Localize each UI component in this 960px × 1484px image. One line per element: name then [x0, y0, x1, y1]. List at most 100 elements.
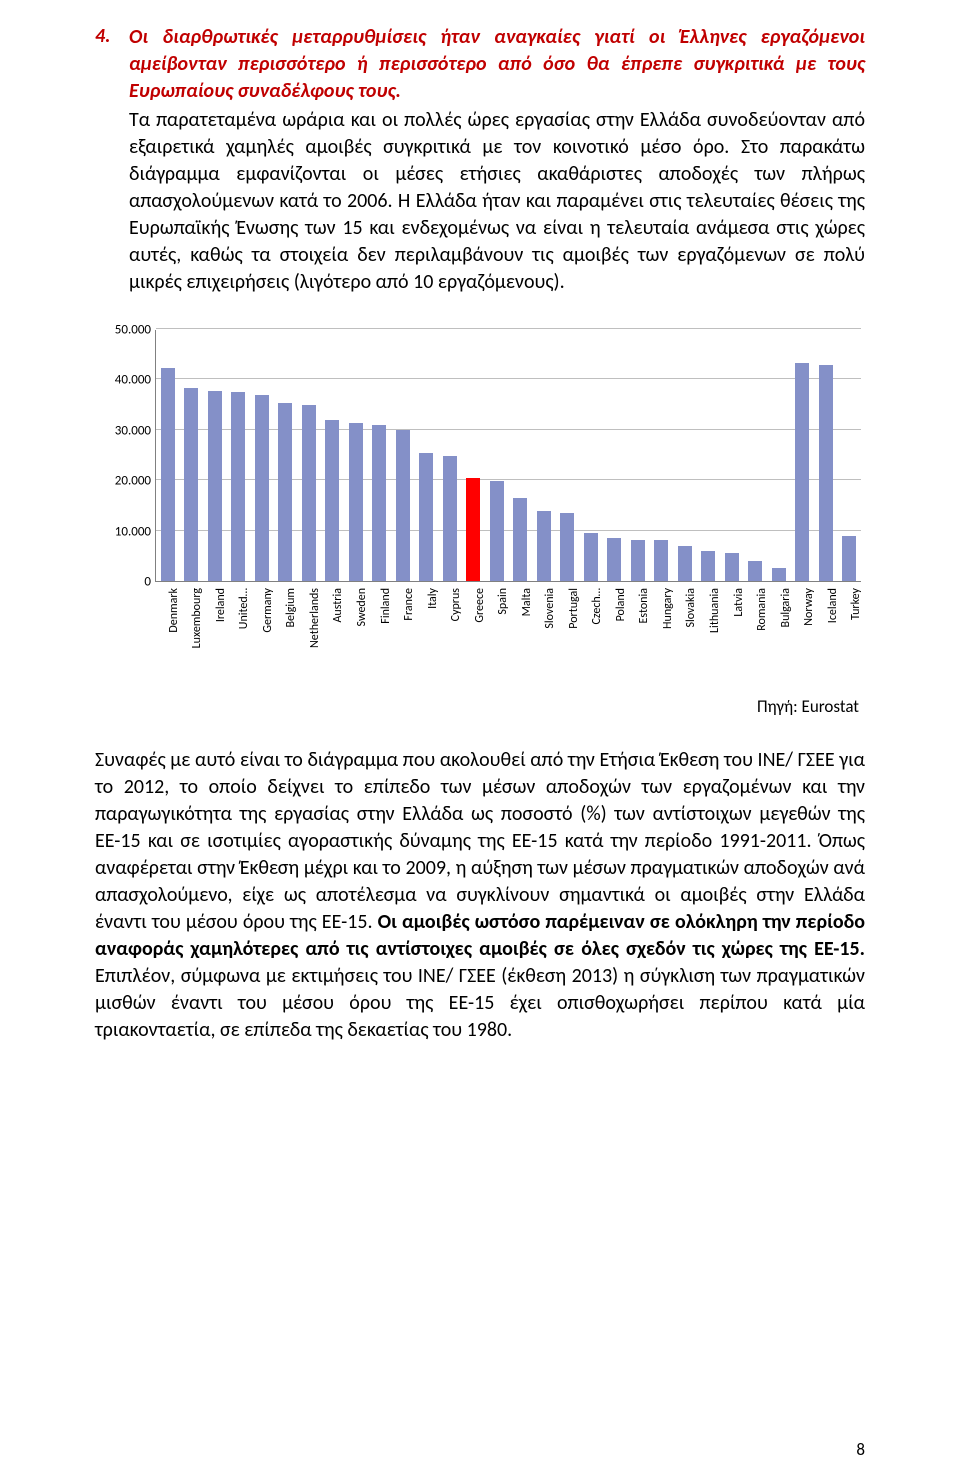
x-label-slot: Romania: [743, 584, 767, 646]
bar: [678, 546, 692, 581]
paragraph-1: Τα παρατεταμένα ωράρια και οι πολλές ώρε…: [129, 107, 865, 296]
x-label-slot: Germany: [249, 584, 273, 646]
list-body: Οι διαρθρωτικές μεταρρυθμίσεις ήταν αναγ…: [129, 24, 865, 296]
bar: [490, 481, 504, 581]
x-label-slot: United…: [226, 584, 250, 646]
x-label-slot: Finland: [367, 584, 391, 646]
bar-slot: [579, 330, 603, 581]
bar: [372, 425, 386, 581]
bar-slot: [509, 330, 533, 581]
x-label-slot: Portugal: [555, 584, 579, 646]
x-label-slot: Cyprus: [437, 584, 461, 646]
bar-slot: [297, 330, 321, 581]
gridline: [156, 328, 861, 329]
bar-slot: [603, 330, 627, 581]
bar: [231, 392, 245, 581]
bar-slot: [744, 330, 768, 581]
bar: [513, 498, 527, 581]
x-label-slot: Spain: [484, 584, 508, 646]
bar-slot: [203, 330, 227, 581]
bar: [325, 420, 339, 581]
y-tick-label: 30.000: [95, 423, 151, 438]
bar: [560, 513, 574, 581]
x-label-slot: Denmark: [155, 584, 179, 646]
x-label-slot: Malta: [508, 584, 532, 646]
heading: Οι διαρθρωτικές μεταρρυθμίσεις ήταν αναγ…: [129, 24, 865, 105]
bar-slot: [838, 330, 862, 581]
page: 4. Οι διαρθρωτικές μεταρρυθμίσεις ήταν α…: [0, 0, 960, 1484]
bar: [208, 391, 222, 581]
bar-slot: [344, 330, 368, 581]
bar-slot: [791, 330, 815, 581]
bar-slot: [720, 330, 744, 581]
bar: [537, 511, 551, 581]
list-item-4: 4. Οι διαρθρωτικές μεταρρυθμίσεις ήταν α…: [95, 24, 865, 296]
bar: [419, 453, 433, 581]
page-number: 8: [856, 1439, 865, 1460]
x-label-slot: Belgium: [273, 584, 297, 646]
bar: [278, 403, 292, 581]
bar-slot: [650, 330, 674, 581]
x-label-slot: Hungary: [649, 584, 673, 646]
bar: [795, 363, 809, 581]
bar-slot: [767, 330, 791, 581]
bar-slot: [697, 330, 721, 581]
x-label-slot: Turkey: [837, 584, 861, 646]
x-label-slot: Luxembourg: [179, 584, 203, 646]
bar: [184, 388, 198, 581]
bar-slot: [626, 330, 650, 581]
x-label-slot: Bulgaria: [767, 584, 791, 646]
bar-slot: [462, 330, 486, 581]
bar: [396, 430, 410, 581]
bar-slot: [673, 330, 697, 581]
x-label-slot: Greece: [461, 584, 485, 646]
bar-slot: [438, 330, 462, 581]
bar: [842, 536, 856, 581]
bar-slot: [180, 330, 204, 581]
y-tick-label: 40.000: [95, 373, 151, 388]
y-tick-label: 10.000: [95, 524, 151, 539]
x-label-slot: Sweden: [343, 584, 367, 646]
bar: [161, 368, 175, 581]
bar-slot: [227, 330, 251, 581]
x-label-slot: Iceland: [814, 584, 838, 646]
bar: [701, 551, 715, 581]
y-tick-label: 20.000: [95, 474, 151, 489]
bar-slot: [274, 330, 298, 581]
bar: [255, 395, 269, 581]
x-label: Turkey: [849, 588, 863, 620]
paragraph-2: Συναφές με αυτό είναι το διάγραμμα που α…: [95, 747, 865, 1044]
x-label-slot: Slovenia: [532, 584, 556, 646]
y-tick-label: 0: [95, 575, 151, 590]
y-tick-label: 50.000: [95, 323, 151, 338]
x-label-slot: Latvia: [720, 584, 744, 646]
bar: [584, 533, 598, 581]
bar-slot: [556, 330, 580, 581]
bar: [631, 540, 645, 581]
bar-slot: [532, 330, 556, 581]
bar-slot: [250, 330, 274, 581]
bar-chart: 0 10.000 20.000 30.000 40.000 50.000 DenmarkLu…: [95, 326, 865, 646]
x-label-slot: Lithuania: [696, 584, 720, 646]
x-label-slot: Italy: [414, 584, 438, 646]
bar: [772, 568, 786, 581]
para2-part-a: Συναφές με αυτό είναι το διάγραμμα που α…: [95, 748, 865, 934]
bar-slot: [368, 330, 392, 581]
bar: [748, 561, 762, 581]
x-label-slot: Poland: [602, 584, 626, 646]
bars: [156, 330, 861, 581]
bar: [725, 553, 739, 581]
bar-slot: [156, 330, 180, 581]
bar-slot: [485, 330, 509, 581]
x-label-slot: Czech…: [579, 584, 603, 646]
bar: [466, 478, 480, 581]
bar-slot: [814, 330, 838, 581]
x-label-slot: Netherlands: [296, 584, 320, 646]
list-number: 4.: [95, 24, 129, 296]
chart-source: Πηγή: Eurostat: [95, 696, 859, 717]
para2-part-b: Επιπλέον, σύμφωνα με εκτιμήσεις του ΙΝΕ/…: [95, 964, 865, 1042]
x-label-slot: Norway: [790, 584, 814, 646]
bar: [349, 423, 363, 581]
bar: [302, 405, 316, 581]
x-label-slot: Austria: [320, 584, 344, 646]
